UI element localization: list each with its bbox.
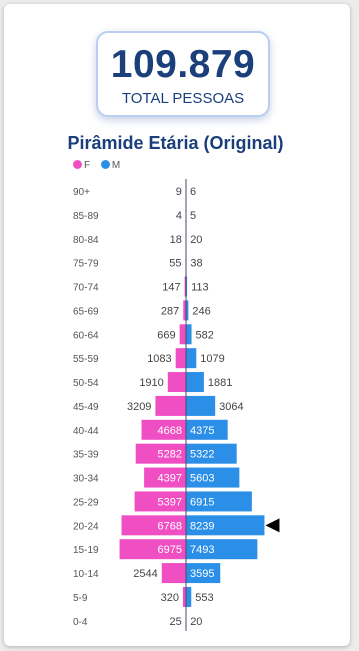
legend-label-female: F (84, 160, 91, 171)
total-value: 109.879 (110, 43, 256, 86)
total-summary-box: 109.879 TOTAL PESSOAS (96, 31, 270, 117)
chart-title: Pirâmide Etária (Original) (67, 133, 284, 153)
legend-item-female[interactable]: F (73, 160, 90, 171)
legend-label-male: M (111, 160, 121, 171)
legend-dot-female (73, 160, 82, 169)
pyramid-card: 109.879 TOTAL PESSOAS (4, 4, 350, 646)
legend-item-male[interactable]: M (100, 160, 121, 171)
total-label: TOTAL PESSOAS (121, 90, 245, 107)
legend-dot-male (100, 160, 110, 169)
chart-legend[interactable]: F M (73, 160, 128, 171)
